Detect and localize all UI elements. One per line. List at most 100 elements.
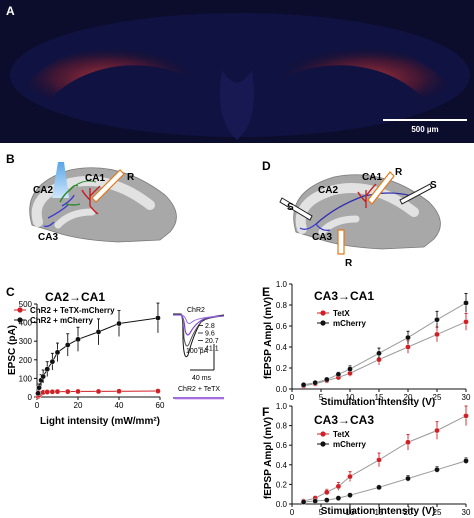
light-beam	[52, 162, 69, 198]
panel-d: D CA1 R S CA2 S CA3 R	[262, 159, 441, 269]
data-point	[40, 373, 46, 380]
data-point	[64, 342, 71, 348]
chart-title: CA3→CA1	[314, 289, 374, 303]
data-point	[75, 388, 81, 395]
data-point	[49, 358, 56, 365]
data-point	[75, 336, 81, 343]
chart-e: 0 5 10 15 20 25 30 0.0 0.2 0.4 0.6 0.8 1.0 Stimulatio…	[263, 280, 471, 408]
x-tick-label: 10	[346, 393, 355, 402]
scale-bar-x-label: 40 ms	[192, 375, 212, 382]
data-point	[54, 388, 61, 395]
panel-label-c: C	[6, 285, 15, 299]
inset-level-label: 2.8	[205, 323, 215, 330]
panel-label-e: E	[262, 285, 270, 299]
data-point	[323, 489, 330, 496]
data-point	[300, 499, 307, 505]
x-tick-label: 25	[433, 393, 442, 402]
stimulating-electrode-right	[399, 183, 433, 205]
data-point	[405, 344, 411, 350]
x-tick-label: 15	[375, 508, 384, 517]
data-point	[405, 439, 411, 446]
x-tick-label: 5	[319, 393, 324, 402]
x-tick-label: 25	[433, 508, 442, 517]
inset-label-tetx: ChR2 + TeTX	[178, 386, 220, 393]
y-tick-label: 1.0	[276, 280, 288, 289]
ca1-neuron-trace	[81, 185, 101, 215]
schaffer-collateral-trace	[315, 192, 413, 225]
y-tick-label: 400	[19, 319, 33, 328]
x-tick-label: 0	[35, 401, 40, 410]
data-point	[405, 475, 411, 482]
dentate-band	[54, 208, 96, 229]
data-point	[376, 350, 382, 357]
legend-marker	[17, 317, 23, 323]
x-tick-label: 5	[319, 508, 324, 517]
y-tick-label: 0.6	[276, 322, 288, 331]
x-axis-label: Light intensity (mW/mm²)	[40, 416, 160, 427]
right-hippocampus-signal	[278, 47, 456, 110]
panel-b: B CA2 CA1 R CA3	[6, 152, 177, 243]
data-point	[347, 492, 353, 498]
legend-label: TetX	[333, 430, 350, 439]
data-point	[44, 389, 51, 395]
recording-electrode-ca1	[367, 171, 395, 205]
panel-a: A 500 µm	[0, 0, 474, 143]
label-ca3: CA3	[38, 232, 58, 243]
panel-f: F 0 5 10 15 20 25 30 0.0 0.2 0.4 0.6 0.8 1.0 Stimulat…	[262, 402, 471, 517]
stimulating-electrode-left	[279, 197, 313, 221]
data-point	[49, 388, 56, 395]
panel-label-b: B	[6, 152, 15, 166]
y-tick-label: 0.2	[276, 480, 288, 489]
legend-label: ChR2 + mCherry	[30, 316, 93, 325]
legend-marker	[320, 431, 326, 437]
data-point	[300, 381, 307, 388]
y-tick-label: 0.4	[276, 461, 288, 470]
data-point	[335, 371, 342, 378]
y-tick-label: 500	[19, 300, 33, 309]
label-s: S	[430, 180, 437, 191]
series-line	[303, 302, 467, 386]
x-tick-label: 10	[346, 508, 355, 517]
inset-levels: 2.89.620.741.1	[198, 323, 219, 353]
ca1-neuron-trace	[357, 183, 377, 208]
x-tick-label: 40	[115, 401, 124, 410]
chart-c: 0 20 40 60 0 100 200 300 400 500 Light intensity (…	[7, 290, 165, 427]
label-r: R	[345, 258, 353, 269]
y-tick-label: 100	[19, 374, 33, 383]
y-axis-label: fEPSP Ampl (mV)	[263, 417, 274, 499]
label-ca1: CA1	[362, 172, 382, 183]
y-tick-label: 0.6	[276, 441, 288, 450]
y-tick-label: 0.4	[276, 343, 288, 352]
x-tick-label: 0	[290, 393, 295, 402]
data-point	[376, 457, 382, 463]
panel-e: E 0 5 10 15 20 25 30 0.0 0.2 0.4 0.6 0.8 1.0 Stimulat…	[262, 280, 471, 408]
data-point	[463, 412, 469, 419]
data-point	[36, 384, 42, 391]
inset-trace-21	[173, 314, 225, 347]
chart-f: 0 5 10 15 20 25 30 0.0 0.2 0.4 0.6 0.8 1.0 Stimulatio…	[263, 402, 471, 517]
y-tick-label: 200	[19, 356, 33, 365]
data-point	[434, 427, 440, 434]
x-axis-label: Stimulation Intensity (V)	[321, 397, 435, 408]
data-point	[434, 316, 440, 323]
scale-bar-label: 500 µm	[411, 125, 438, 134]
data-point	[434, 331, 440, 338]
data-point	[347, 366, 353, 372]
x-tick-label: 20	[74, 401, 83, 410]
inset-level-label: 9.6	[205, 331, 215, 338]
data-point	[95, 388, 102, 395]
data-point	[405, 334, 411, 341]
data-point	[54, 349, 61, 356]
y-tick-label: 0.8	[276, 301, 288, 310]
tissue-background	[10, 13, 470, 137]
series-line	[303, 415, 467, 502]
x-tick-label: 30	[462, 508, 471, 517]
data-point	[44, 366, 51, 372]
legend-marker	[320, 320, 326, 326]
x-tick-label: 30	[462, 393, 471, 402]
y-tick-label: 0.2	[276, 364, 288, 373]
label-ca2: CA2	[33, 185, 53, 196]
series-line	[303, 321, 467, 387]
y-tick-label: 1.0	[276, 402, 288, 411]
recording-electrode	[91, 169, 125, 203]
